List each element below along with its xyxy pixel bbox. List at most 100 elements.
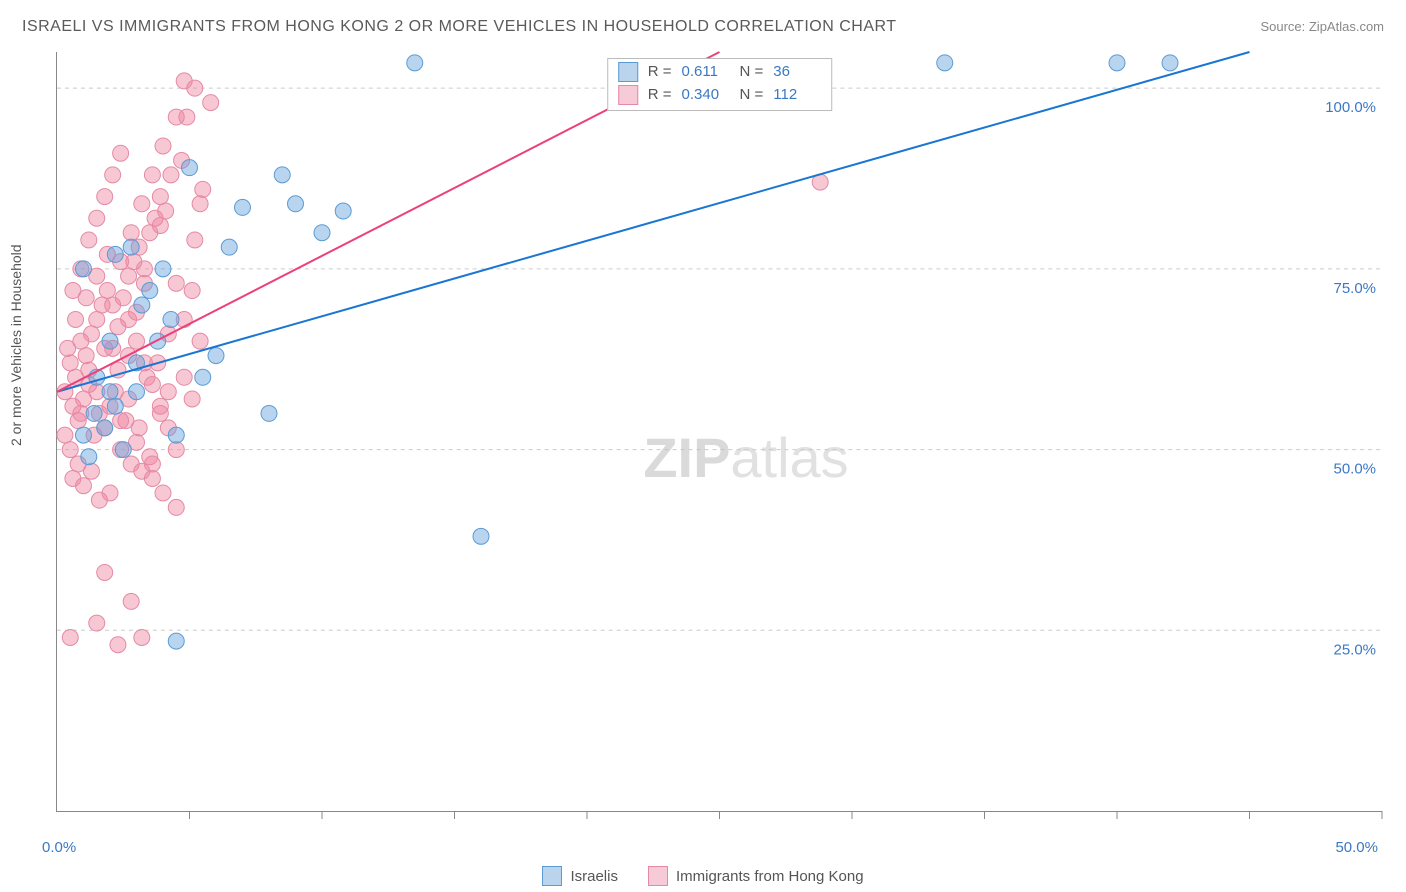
data-point-hongkong <box>144 377 160 393</box>
data-point-israelis <box>163 311 179 327</box>
data-point-hongkong <box>168 499 184 515</box>
data-point-hongkong <box>123 225 139 241</box>
legend-label-israelis: Israelis <box>570 868 618 885</box>
data-point-hongkong <box>192 196 208 212</box>
data-point-israelis <box>288 196 304 212</box>
data-point-hongkong <box>176 369 192 385</box>
bottom-legend: Israelis Immigrants from Hong Kong <box>0 866 1406 886</box>
data-point-hongkong <box>155 485 171 501</box>
y-tick-label: 50.0% <box>1334 461 1376 478</box>
data-point-hongkong <box>203 95 219 111</box>
data-point-israelis <box>407 55 423 71</box>
data-point-israelis <box>102 384 118 400</box>
data-point-hongkong <box>62 355 78 371</box>
data-point-hongkong <box>102 485 118 501</box>
data-point-hongkong <box>78 348 94 364</box>
data-point-israelis <box>274 167 290 183</box>
data-point-hongkong <box>168 275 184 291</box>
data-point-hongkong <box>152 398 168 414</box>
swatch-blue-icon <box>618 62 638 82</box>
data-point-israelis <box>335 203 351 219</box>
data-point-hongkong <box>155 138 171 154</box>
y-tick-label: 100.0% <box>1325 99 1376 116</box>
data-point-hongkong <box>99 283 115 299</box>
data-point-hongkong <box>168 442 184 458</box>
data-point-israelis <box>107 246 123 262</box>
data-point-israelis <box>314 225 330 241</box>
data-point-hongkong <box>129 333 145 349</box>
data-point-hongkong <box>97 564 113 580</box>
data-point-hongkong <box>160 384 176 400</box>
y-axis-label: 2 or more Vehicles in Household <box>8 244 24 446</box>
data-point-israelis <box>115 442 131 458</box>
stat-r-label: R = <box>648 84 672 107</box>
scatter-plot: 25.0% 50.0% 75.0% 100.0% ZIPatlas R = 0.611 … <box>56 52 1382 812</box>
data-point-israelis <box>142 283 158 299</box>
data-point-israelis <box>937 55 953 71</box>
data-point-hongkong <box>89 615 105 631</box>
data-point-hongkong <box>136 261 152 277</box>
data-point-israelis <box>208 348 224 364</box>
data-point-israelis <box>76 261 92 277</box>
data-point-israelis <box>168 633 184 649</box>
stat-n-label: N = <box>740 84 764 107</box>
y-tick-label: 75.0% <box>1334 280 1376 297</box>
data-point-israelis <box>86 405 102 421</box>
data-point-israelis <box>81 449 97 465</box>
data-point-hongkong <box>60 340 76 356</box>
data-point-hongkong <box>121 268 137 284</box>
data-point-hongkong <box>168 109 184 125</box>
data-point-hongkong <box>187 232 203 248</box>
data-point-israelis <box>155 261 171 277</box>
data-point-hongkong <box>195 181 211 197</box>
data-point-hongkong <box>163 167 179 183</box>
data-point-hongkong <box>144 456 160 472</box>
swatch-blue-icon <box>542 866 562 886</box>
data-point-israelis <box>134 297 150 313</box>
legend-item-israelis: Israelis <box>542 866 618 886</box>
stats-row-israelis: R = 0.611 N = 36 <box>618 61 822 84</box>
stat-r-pink: 0.340 <box>682 84 730 107</box>
data-point-hongkong <box>83 326 99 342</box>
data-point-hongkong <box>89 311 105 327</box>
data-point-hongkong <box>110 637 126 653</box>
data-point-hongkong <box>62 442 78 458</box>
data-point-israelis <box>1162 55 1178 71</box>
data-point-hongkong <box>134 196 150 212</box>
stat-r-blue: 0.611 <box>682 61 730 84</box>
data-point-hongkong <box>57 427 73 443</box>
data-point-hongkong <box>152 189 168 205</box>
chart-title: ISRAELI VS IMMIGRANTS FROM HONG KONG 2 O… <box>22 18 897 36</box>
stats-legend-box: R = 0.611 N = 36 R = 0.340 N = 112 <box>607 58 833 111</box>
data-point-hongkong <box>113 413 129 429</box>
data-point-israelis <box>168 427 184 443</box>
source-attribution: Source: ZipAtlas.com <box>1260 19 1384 34</box>
data-point-hongkong <box>144 167 160 183</box>
data-point-hongkong <box>184 283 200 299</box>
data-point-hongkong <box>113 145 129 161</box>
data-point-hongkong <box>184 391 200 407</box>
watermark: ZIPatlas <box>643 426 848 489</box>
data-point-hongkong <box>105 167 121 183</box>
data-point-israelis <box>221 239 237 255</box>
data-point-israelis <box>195 369 211 385</box>
data-point-hongkong <box>123 593 139 609</box>
y-tick-label: 25.0% <box>1334 641 1376 658</box>
data-point-israelis <box>1109 55 1125 71</box>
stat-n-label: N = <box>740 61 764 84</box>
swatch-pink-icon <box>618 85 638 105</box>
data-point-hongkong <box>152 217 168 233</box>
data-point-hongkong <box>192 333 208 349</box>
data-point-israelis <box>473 528 489 544</box>
data-point-israelis <box>107 398 123 414</box>
data-point-hongkong <box>65 470 81 486</box>
stat-n-blue: 36 <box>773 61 821 84</box>
legend-label-hongkong: Immigrants from Hong Kong <box>676 868 864 885</box>
data-point-hongkong <box>187 80 203 96</box>
x-axis-min-label: 0.0% <box>42 839 76 856</box>
stat-r-label: R = <box>648 61 672 84</box>
data-point-israelis <box>102 333 118 349</box>
swatch-pink-icon <box>648 866 668 886</box>
stats-row-hongkong: R = 0.340 N = 112 <box>618 84 822 107</box>
data-point-hongkong <box>89 210 105 226</box>
